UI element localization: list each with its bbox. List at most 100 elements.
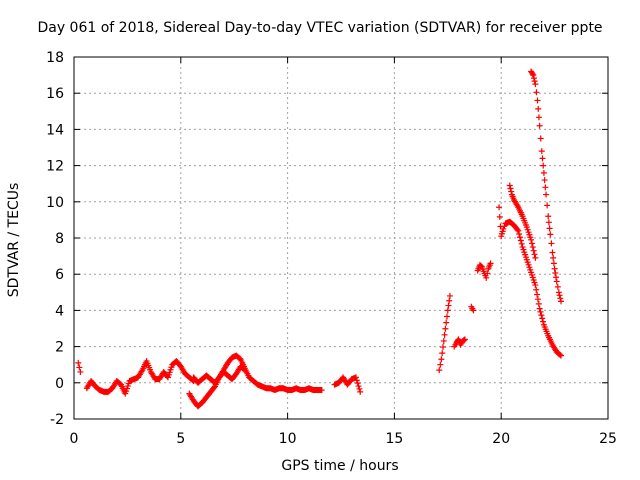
y-tick-label: 0	[55, 376, 64, 392]
data-point	[539, 155, 546, 162]
data-point	[551, 265, 558, 272]
data-point	[531, 78, 538, 85]
data-point	[541, 177, 548, 184]
data-point	[540, 169, 547, 176]
data-point	[535, 105, 542, 112]
data-series	[451, 336, 468, 350]
y-tick-label: 14	[46, 122, 64, 138]
data-point	[537, 308, 544, 315]
data-point	[557, 295, 564, 302]
axis-ticks: 0 5 10 15 20 25 -2 0 2 4 6 8 10 12 14 16 18	[46, 50, 617, 447]
data-point	[318, 387, 325, 394]
data-point	[530, 247, 537, 254]
data-point	[538, 148, 545, 155]
data-point	[552, 269, 559, 276]
data-point	[518, 240, 525, 247]
data-point	[357, 388, 364, 395]
data-point	[528, 240, 535, 247]
data-point	[538, 312, 545, 319]
data-point	[354, 380, 361, 387]
data-point	[554, 283, 561, 290]
data-point	[443, 319, 450, 326]
data-point	[534, 97, 541, 104]
data-point	[533, 89, 540, 96]
data-point	[532, 254, 539, 261]
data-point	[507, 185, 514, 192]
data-series	[75, 359, 84, 375]
data-series	[331, 374, 364, 395]
data-point	[484, 270, 491, 277]
data-point	[441, 331, 448, 338]
data-point	[355, 383, 362, 390]
data-point	[461, 336, 468, 343]
data-point	[241, 367, 248, 374]
y-tick-label: 18	[46, 50, 64, 66]
data-series	[468, 303, 477, 314]
data-point	[555, 289, 562, 296]
data-point	[501, 223, 508, 230]
x-tick-label: 15	[385, 431, 403, 447]
data-point	[545, 219, 552, 226]
data-point	[496, 213, 503, 220]
data-point	[483, 274, 490, 281]
data-point	[545, 213, 552, 220]
data-series	[190, 363, 248, 386]
y-tick-label: 2	[55, 340, 64, 356]
data-point	[558, 298, 565, 305]
data-point	[550, 260, 557, 267]
data-point	[442, 325, 449, 332]
data-point	[500, 225, 507, 232]
y-tick-label: 10	[46, 195, 64, 211]
data-point	[445, 302, 452, 309]
data-point	[558, 352, 565, 359]
y-tick-label: 4	[55, 303, 64, 319]
data-point	[528, 236, 535, 243]
x-tick-label: 10	[279, 431, 297, 447]
x-tick-label: 25	[599, 431, 617, 447]
data-point	[533, 286, 540, 293]
data-point	[532, 81, 539, 88]
data-point	[508, 188, 515, 195]
data-point	[241, 366, 248, 373]
y-tick-label: 12	[46, 159, 64, 175]
data-point	[439, 350, 446, 357]
x-tick-label: 0	[70, 431, 79, 447]
data-point	[531, 251, 538, 258]
data-point	[353, 377, 360, 384]
data-point	[516, 234, 523, 241]
y-axis-label: SDTVAR / TECUs	[6, 182, 22, 298]
data-point	[539, 315, 546, 322]
y-tick-label: 8	[55, 231, 64, 247]
y-tick-label: 6	[55, 267, 64, 283]
data-point	[516, 231, 523, 238]
data-series	[186, 352, 325, 410]
data-series	[83, 358, 197, 397]
data-point	[530, 75, 537, 82]
data-point	[535, 114, 542, 121]
data-point	[540, 318, 547, 325]
data-point	[553, 278, 560, 285]
data-point	[542, 184, 549, 191]
data-point	[446, 297, 453, 304]
data-point	[529, 70, 536, 77]
data-point	[536, 122, 543, 129]
grid-lines	[74, 57, 608, 419]
data-point	[470, 307, 477, 314]
chart-title: Day 061 of 2018, Sidereal Day-to-day VTE…	[37, 20, 603, 36]
y-tick-label: -2	[50, 412, 64, 428]
data-point	[549, 249, 556, 256]
data-point	[487, 260, 494, 267]
data-point	[438, 356, 445, 363]
data-point	[534, 291, 541, 298]
data-point	[546, 225, 553, 232]
data-point	[532, 282, 539, 289]
data-point	[540, 162, 547, 169]
data-point	[547, 231, 554, 238]
data-point	[557, 351, 564, 358]
data-series	[474, 260, 494, 281]
data-point	[77, 368, 84, 375]
data-series	[528, 68, 565, 305]
data-point	[444, 307, 451, 314]
data-point	[439, 344, 446, 351]
data-point	[514, 226, 521, 233]
